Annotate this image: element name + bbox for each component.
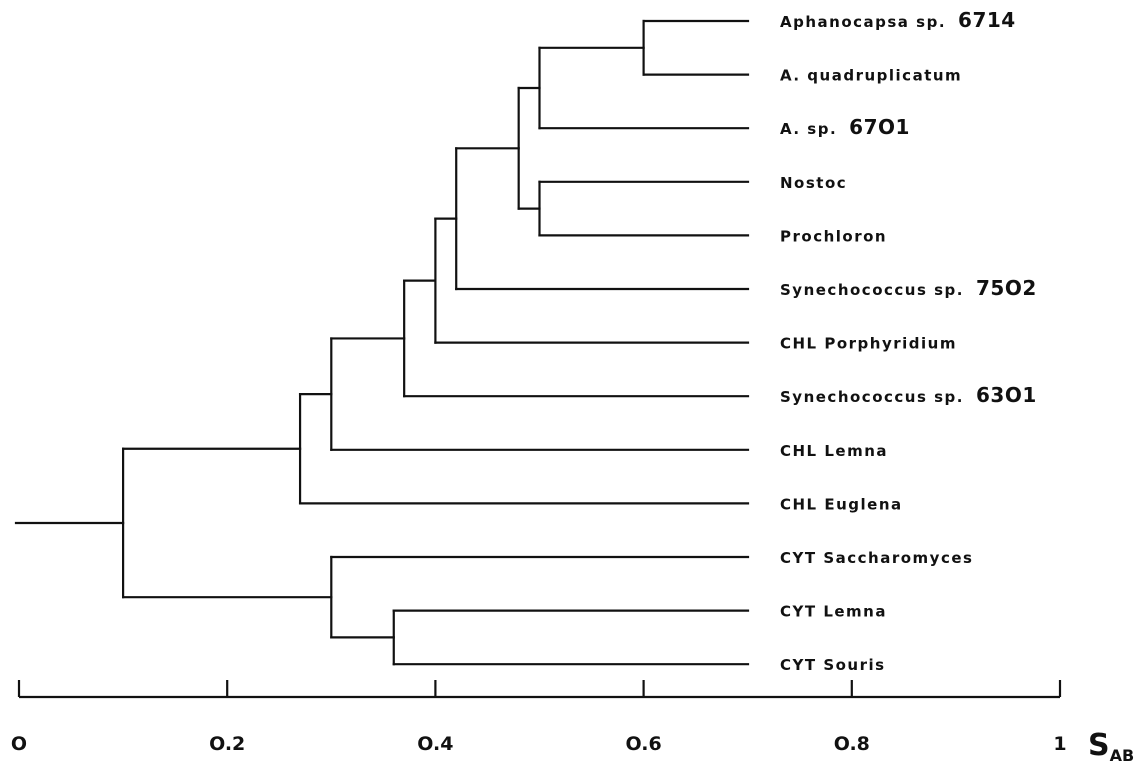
leaf-name: A. sp. — [780, 120, 837, 138]
leaf-name: CYT Souris — [780, 656, 886, 674]
axis-tick-label: O — [11, 733, 27, 755]
leaf-number: 63O1 — [976, 383, 1037, 407]
leaf-number: 67O1 — [849, 115, 910, 139]
leaf-name: A. quadruplicatum — [780, 67, 962, 85]
leaf-name: CYT Saccharomyces — [780, 549, 973, 567]
leaf-name: CHL Lemna — [780, 442, 888, 460]
axis-title-subscript: AB — [1110, 746, 1135, 762]
leaf-name: CHL Euglena — [780, 495, 903, 513]
axis-ticks — [17, 680, 1062, 697]
leaf-number: 75O2 — [976, 276, 1037, 300]
axis-tick-label: 1 — [1053, 733, 1066, 755]
leaf-name: Aphanocapsa sp. — [780, 13, 946, 31]
leaf-label: CHL Lemna — [780, 442, 888, 460]
axis-tick-label: O.6 — [626, 733, 662, 755]
leaf-label: Aphanocapsa sp. 6714 — [780, 8, 1016, 32]
leaf-label: CYT Souris — [780, 656, 886, 674]
dendrogram-branches — [14, 19, 750, 666]
leaf-label: Synechococcus sp. 63O1 — [780, 383, 1037, 407]
leaf-name: Nostoc — [780, 174, 847, 192]
leaf-label: Prochloron — [780, 227, 887, 245]
leaf-label: Synechococcus sp. 75O2 — [780, 276, 1037, 300]
axis-tick-label: O.8 — [834, 733, 870, 755]
leaf-labels: Aphanocapsa sp. 6714 A. quadruplicatum A. s… — [780, 8, 1037, 674]
leaf-label: CHL Euglena — [780, 495, 903, 513]
axis-tick-labels: O O.2 O.4 O.6 O.8 1 — [11, 733, 1067, 755]
leaf-name: CHL Porphyridium — [780, 335, 957, 353]
axis-title-symbol: S — [1088, 728, 1110, 762]
leaf-label: A. sp. 67O1 — [780, 115, 910, 139]
axis-tick-label: O.2 — [209, 733, 245, 755]
leaf-label: CYT Lemna — [780, 603, 887, 621]
axis-tick-label: O.4 — [417, 733, 453, 755]
leaf-label: CHL Porphyridium — [780, 335, 957, 353]
leaf-label: Nostoc — [780, 174, 847, 192]
leaf-label: CYT Saccharomyces — [780, 549, 973, 567]
similarity-axis: O O.2 O.4 O.6 O.8 1 SAB — [11, 680, 1134, 762]
leaf-number: 6714 — [958, 8, 1016, 32]
leaf-name: Synechococcus sp. — [780, 388, 964, 406]
leaf-name: Synechococcus sp. — [780, 281, 964, 299]
leaf-label: A. quadruplicatum — [780, 67, 962, 85]
axis-title: SAB — [1088, 728, 1134, 762]
leaf-name: Prochloron — [780, 227, 887, 245]
leaf-name: CYT Lemna — [780, 603, 887, 621]
